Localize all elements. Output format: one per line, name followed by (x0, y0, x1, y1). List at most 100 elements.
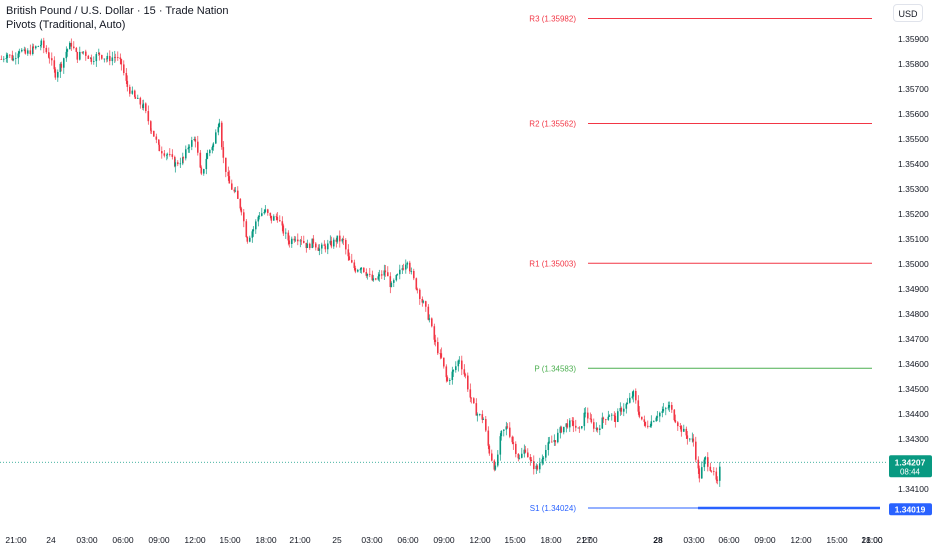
y-tick-0: 1.35900 (898, 34, 929, 44)
candle-body-352 (704, 457, 707, 460)
candle-body-98 (197, 141, 199, 153)
candle-body-353 (707, 457, 709, 467)
candle-body-144 (288, 240, 291, 244)
x-tick-14: 15:00 (504, 535, 526, 545)
candle-body-149 (299, 240, 302, 242)
candle-body-331 (662, 409, 665, 412)
candle-body-61 (123, 64, 125, 73)
x-tick-12: 09:00 (433, 535, 455, 545)
candle-body-150 (300, 240, 303, 242)
candle-body-217 (434, 339, 437, 343)
candle-body-89 (179, 163, 182, 165)
symbol-title[interactable]: British Pound / U.S. Dollar · 15 · Trade… (6, 5, 229, 17)
time-axis[interactable]: 21:00 24 03:00 06:00 09:00 12:00 15:00 18:00 21:… (5, 535, 883, 545)
candle-body-300 (601, 417, 604, 429)
candle-body-222 (445, 366, 448, 378)
candle-body-310 (620, 408, 623, 412)
candle-body-191 (383, 270, 386, 276)
candle-body-43 (87, 55, 90, 59)
indicator-label[interactable]: Pivots (Traditional, Auto) (6, 19, 126, 31)
candle-body-255 (511, 436, 514, 443)
price-axis[interactable]: 1.35900 1.35800 1.35700 1.35600 1.35500 1.354… (889, 34, 932, 516)
candle-body-17 (35, 46, 37, 49)
candle-body-187 (375, 278, 377, 280)
candle-body-343 (686, 435, 689, 439)
candle-body-205 (410, 270, 413, 272)
candle-body-107 (215, 132, 217, 144)
candle-body-275 (551, 441, 553, 443)
candle-body-220 (440, 353, 443, 358)
candle-body-181 (363, 267, 365, 273)
candle-body-9 (18, 51, 21, 54)
x-tick-5: 12:00 (184, 535, 206, 545)
candle-body-138 (276, 216, 279, 221)
x-tick-24: 18:00 (861, 535, 883, 545)
candle-body-60 (120, 59, 123, 65)
candle-body-86 (174, 156, 176, 167)
candle-body-168 (336, 235, 339, 242)
y-tick-5: 1.35400 (898, 159, 929, 169)
pivot-label-3: P (1.34583) (534, 364, 576, 373)
candle-body-58 (117, 57, 119, 58)
candle-body-129 (258, 215, 261, 217)
candle-body-203 (406, 262, 409, 265)
candle-body-272 (545, 449, 547, 458)
y-tick-4: 1.35500 (898, 134, 929, 144)
candle-body-123 (246, 237, 249, 242)
candle-body-341 (683, 428, 685, 432)
candle-body-228 (457, 360, 460, 367)
candle-body-28 (57, 71, 59, 78)
candle-body-79 (158, 144, 161, 152)
candle-body-340 (680, 426, 683, 432)
candle-body-241 (482, 419, 485, 420)
candle-body-334 (668, 404, 671, 408)
candle-body-296 (593, 422, 595, 429)
candle-body-117 (234, 190, 237, 192)
x-tick-17: 27 (582, 535, 592, 545)
candle-body-347 (695, 441, 697, 460)
candle-body-53 (106, 55, 109, 60)
y-tick-9: 1.35000 (898, 259, 929, 269)
candle-body-3 (6, 54, 9, 58)
candle-body-164 (329, 240, 332, 244)
candle-body-286 (572, 420, 575, 426)
candle-body-221 (443, 357, 445, 367)
candle-body-211 (422, 301, 425, 303)
candle-body-30 (60, 63, 63, 68)
candle-body-166 (333, 239, 335, 247)
candle-body-27 (54, 69, 57, 78)
currency-button[interactable]: USD (893, 4, 923, 22)
candle-body-279 (559, 427, 562, 433)
candle-body-189 (378, 274, 381, 277)
candle-body-88 (177, 162, 179, 165)
candle-body-260 (521, 453, 523, 458)
candle-body-42 (85, 51, 87, 56)
candle-body-305 (611, 414, 613, 416)
candle-body-153 (306, 243, 309, 248)
candle-body-325 (650, 421, 653, 426)
candle-body-68 (137, 97, 139, 99)
candle-body-197 (395, 275, 398, 281)
candle-body-328 (656, 416, 659, 418)
candle-body-92 (185, 149, 187, 159)
candle-body-243 (487, 430, 490, 446)
candle-body-0 (0, 59, 3, 60)
candle-body-226 (452, 370, 455, 372)
candle-body-335 (671, 404, 673, 410)
candle-body-316 (632, 390, 635, 397)
candle-body-350 (701, 467, 703, 479)
candle-body-21 (43, 40, 45, 48)
candle-body-304 (608, 415, 611, 417)
candle-body-293 (587, 412, 589, 419)
candle-body-91 (182, 157, 185, 159)
candle-body-180 (360, 267, 363, 270)
candle-body-194 (389, 276, 392, 288)
candle-body-14 (29, 50, 32, 55)
y-tick-17: 1.34100 (898, 484, 929, 494)
candle-body-118 (237, 190, 239, 199)
candle-body-282 (565, 423, 568, 427)
candle-body-357 (715, 471, 718, 480)
candle-body-82 (166, 154, 168, 156)
candle-body-292 (584, 412, 587, 414)
